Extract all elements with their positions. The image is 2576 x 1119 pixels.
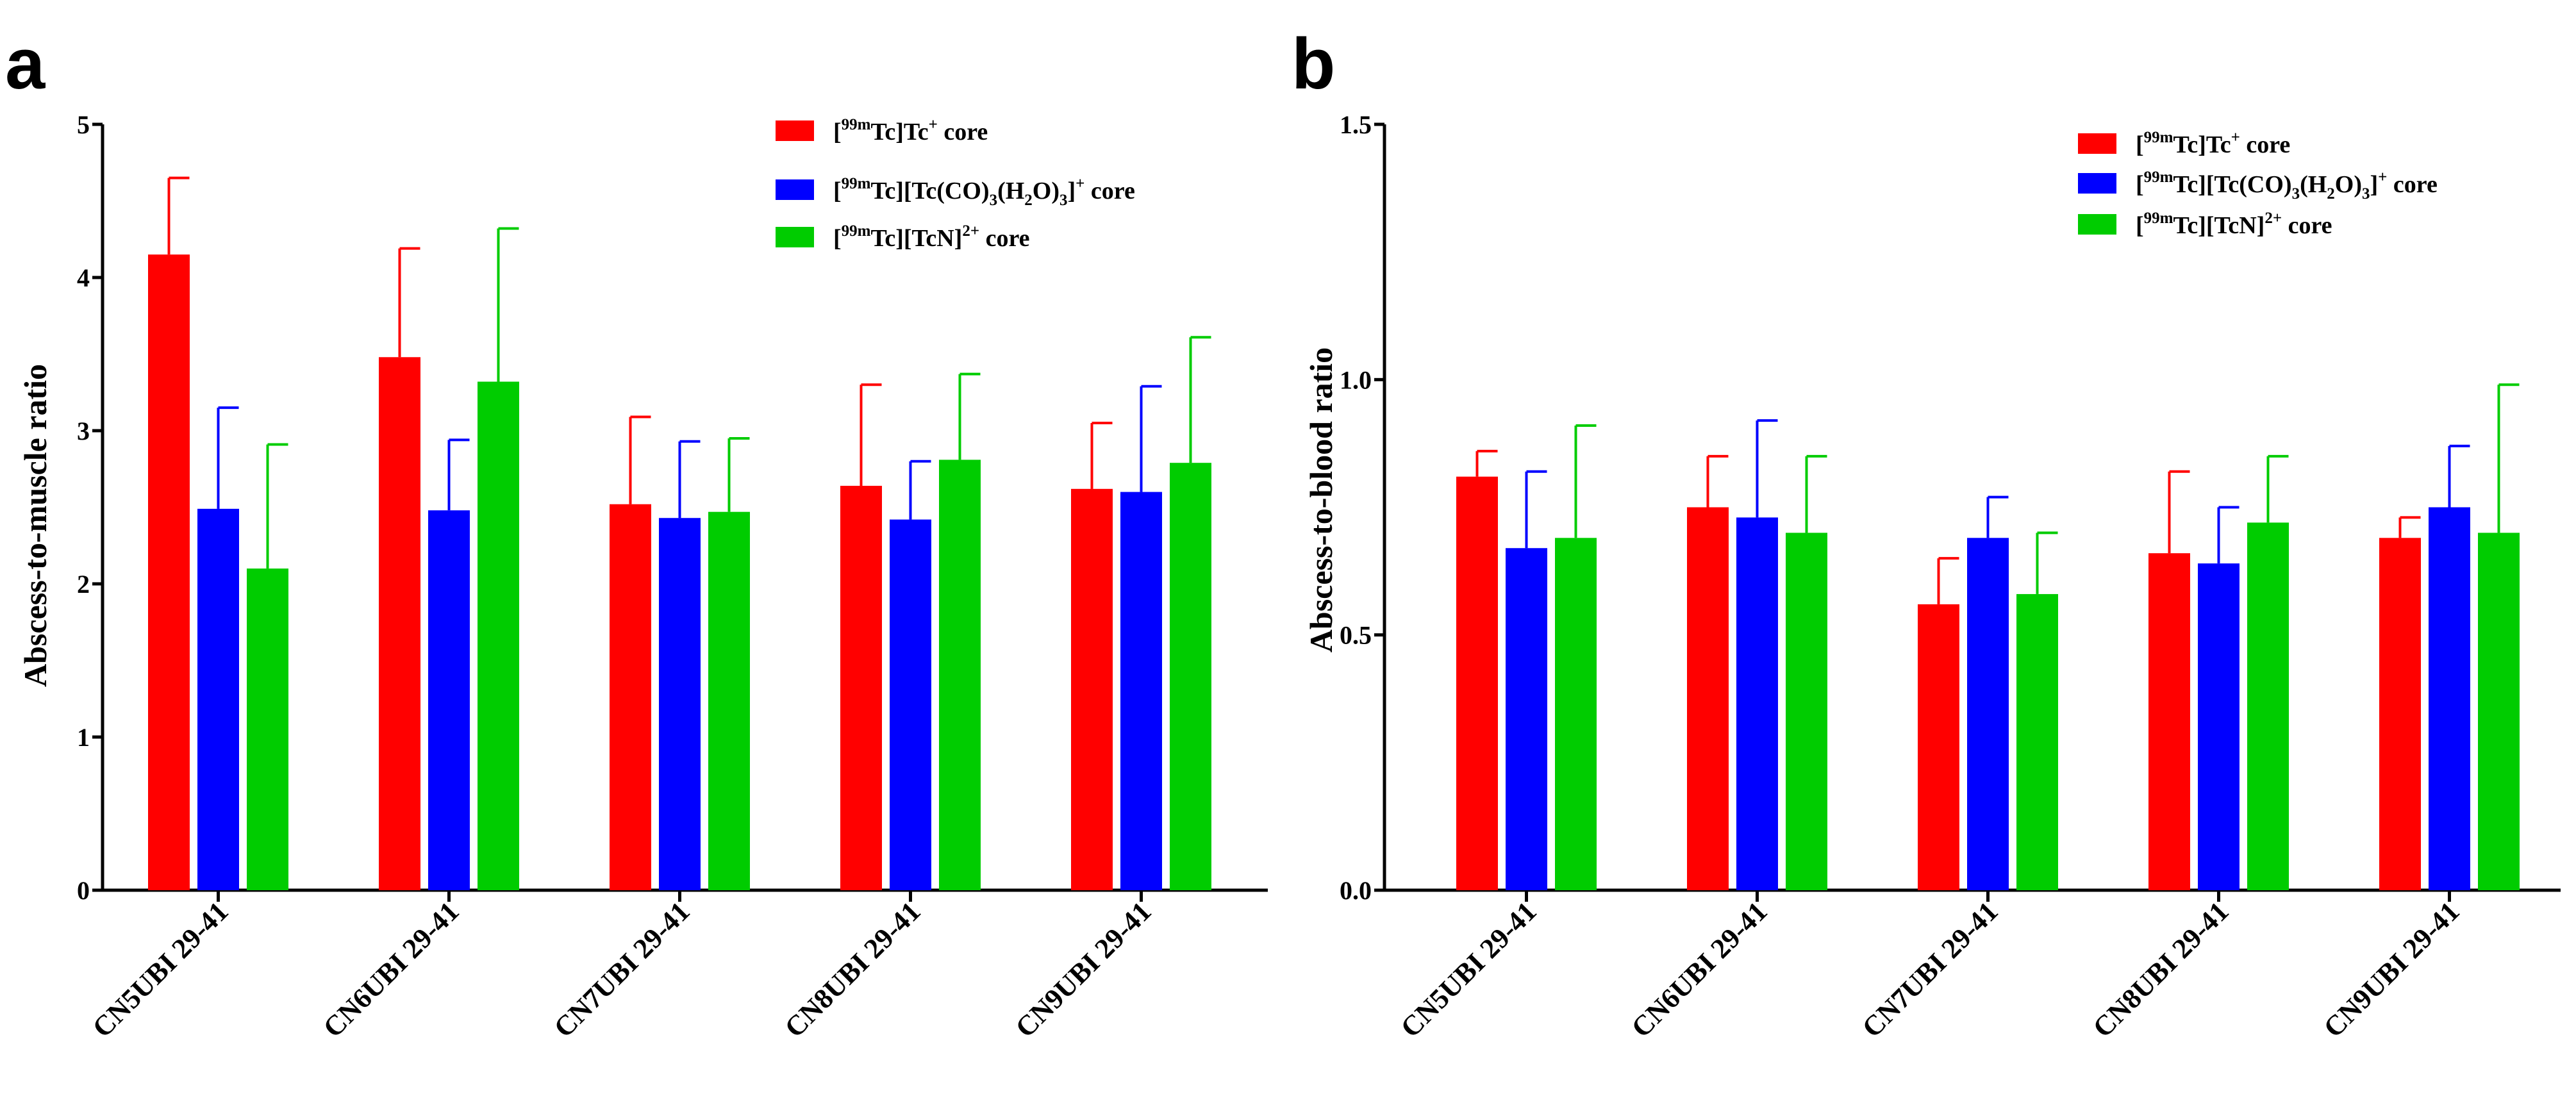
legend-entry: [99mTc][Tc(CO)3(H2O)3]+ core [2136,169,2438,203]
bar [2016,593,2058,890]
bar [1071,488,1113,890]
bar [708,511,750,890]
category-labels-b: CN5UBI 29-41 CN6UBI 29-41 CN7UBI 29-41 CN8U… [1395,895,2466,1043]
bar [1456,476,1498,890]
bar [148,254,190,890]
legend-a: [99mTc]Tc+ core [99mTc][Tc(CO)3(H2O)3]+ … [776,116,1135,252]
bar [2429,507,2470,890]
category-labels-a: CN5UBI 29-41 CN6UBI 29-41 CN7UBI 29-41 CN8U… [87,895,1158,1043]
bar [840,486,882,890]
y-tick-label: 0.0 [1340,876,1372,905]
legend-swatch [2078,133,2116,154]
bar [478,381,519,890]
legend-swatch [2078,214,2116,235]
bar [1170,463,1211,890]
x-tick-label: CN8UBI 29-41 [2087,895,2235,1043]
legend-entry: [99mTc]Tc+ core [2136,129,2290,158]
y-tick-label: 1.0 [1340,365,1372,394]
bar [1687,507,1729,890]
legend-entry: [99mTc][TcN]2+ core [2136,210,2332,239]
x-tick-label: CN7UBI 29-41 [1856,895,2004,1043]
panel-b-label: b [1292,24,1335,104]
bar [197,508,239,890]
bar [2198,563,2239,890]
bar [1786,533,1827,890]
bar [2148,553,2190,890]
legend-b: [99mTc]Tc+ core [99mTc][Tc(CO)3(H2O)3]+ … [2078,129,2438,239]
chart-panel-b: Abscess-to-blood ratio 0.0 0.5 1.0 1.5 CN5U… [1303,110,2561,1043]
y-tick-label: 1.5 [1340,110,1372,139]
legend-swatch [776,179,814,200]
bar [1967,538,2009,890]
x-tick-label: CN5UBI 29-41 [87,895,235,1043]
y-tick-label: 5 [77,110,90,139]
legend-swatch [776,227,814,247]
legend-swatch [776,120,814,141]
y-axis-label: Abscess-to-blood ratio [1303,347,1339,652]
legend-entry: [99mTc][Tc(CO)3(H2O)3]+ core [833,175,1135,209]
y-tick-label: 0 [77,876,90,905]
y-tick-label: 3 [77,417,90,445]
legend-swatch [2078,173,2116,194]
chart-panel-a: Abscess-to-muscle ratio 0 1 2 3 4 5 CN5UBI 29… [17,110,1268,1043]
x-tick-label: CN8UBI 29-41 [779,895,927,1043]
bar [1555,538,1597,890]
bars-a [148,176,1211,890]
bar [1736,517,1778,890]
y-tick-label: 2 [77,570,90,599]
y-tick-label: 1 [77,723,90,752]
bar [2478,533,2520,890]
bar [1506,548,1547,890]
bar [659,518,701,890]
bar [890,519,931,890]
legend-entry: [99mTc][TcN]2+ core [833,222,1030,252]
x-tick-label: CN7UBI 29-41 [548,895,696,1043]
legend-entry: [99mTc]Tc+ core [833,116,988,145]
x-tick-label: CN6UBI 29-41 [1625,895,1774,1043]
bar [428,510,470,890]
x-tick-label: CN9UBI 29-41 [1010,895,1158,1043]
panel-a-label: a [5,24,46,104]
bar [939,460,981,890]
bars-b [1456,383,2520,890]
y-tick-label: 4 [77,263,90,292]
bar [2247,522,2289,890]
bar [2379,538,2421,890]
y-tick-label: 0.5 [1340,621,1372,650]
bar [379,357,420,890]
bar [610,504,651,890]
x-tick-label: CN9UBI 29-41 [2318,895,2466,1043]
y-axis-label: Abscess-to-muscle ratio [17,364,53,687]
bar [247,568,288,890]
bar [1918,604,1959,890]
bar [1120,492,1162,890]
x-tick-label: CN5UBI 29-41 [1395,895,1543,1043]
x-tick-label: CN6UBI 29-41 [317,895,465,1043]
